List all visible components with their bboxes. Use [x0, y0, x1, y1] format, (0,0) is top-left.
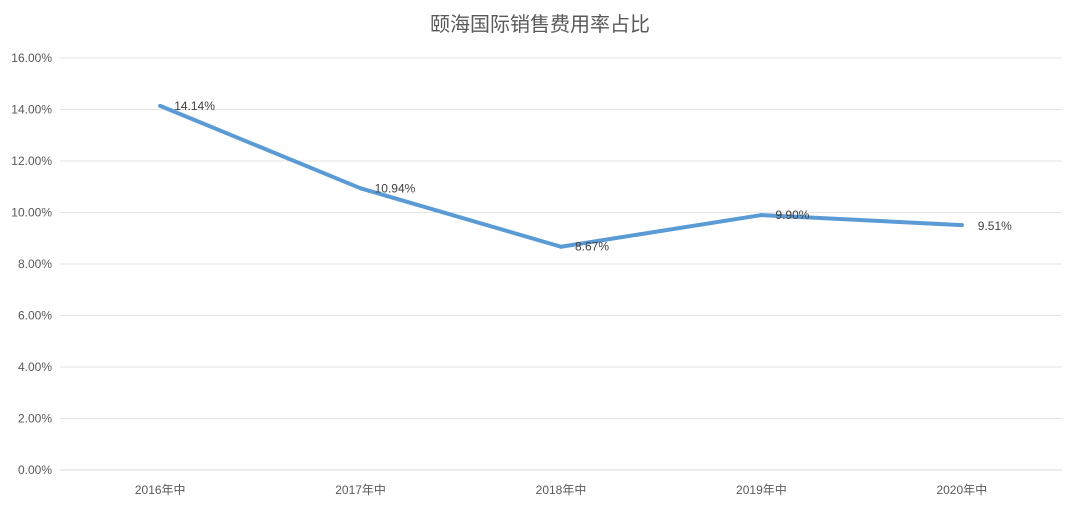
data-label: 14.14%	[174, 99, 215, 113]
x-tick-label: 2020年中	[936, 482, 987, 497]
data-label: 9.90%	[775, 208, 809, 222]
y-tick-label: 12.00%	[11, 154, 52, 168]
y-tick-label: 4.00%	[18, 360, 52, 374]
data-point	[759, 213, 764, 218]
y-tick-label: 6.00%	[18, 309, 52, 323]
data-point	[158, 103, 163, 108]
series-line	[158, 103, 964, 249]
data-label: 9.51%	[978, 219, 1012, 233]
data-point	[959, 223, 964, 228]
y-tick-label: 16.00%	[11, 51, 52, 65]
x-tick-label: 2017年中	[335, 482, 386, 497]
y-tick-label: 0.00%	[18, 463, 52, 477]
x-tick-label: 2016年中	[135, 482, 186, 497]
x-tick-label: 2018年中	[536, 482, 587, 497]
data-point	[559, 244, 563, 249]
y-tick-label: 8.00%	[18, 257, 52, 271]
y-tick-label: 2.00%	[18, 412, 52, 426]
data-label: 10.94%	[375, 181, 416, 195]
x-tick-label: 2019年中	[736, 482, 787, 497]
y-tick-label: 14.00%	[11, 103, 52, 117]
data-label: 8.67%	[575, 240, 609, 254]
y-tick-label: 10.00%	[11, 206, 52, 220]
chart-title: 颐海国际销售费用率占比	[430, 12, 650, 36]
data-point	[358, 186, 363, 191]
